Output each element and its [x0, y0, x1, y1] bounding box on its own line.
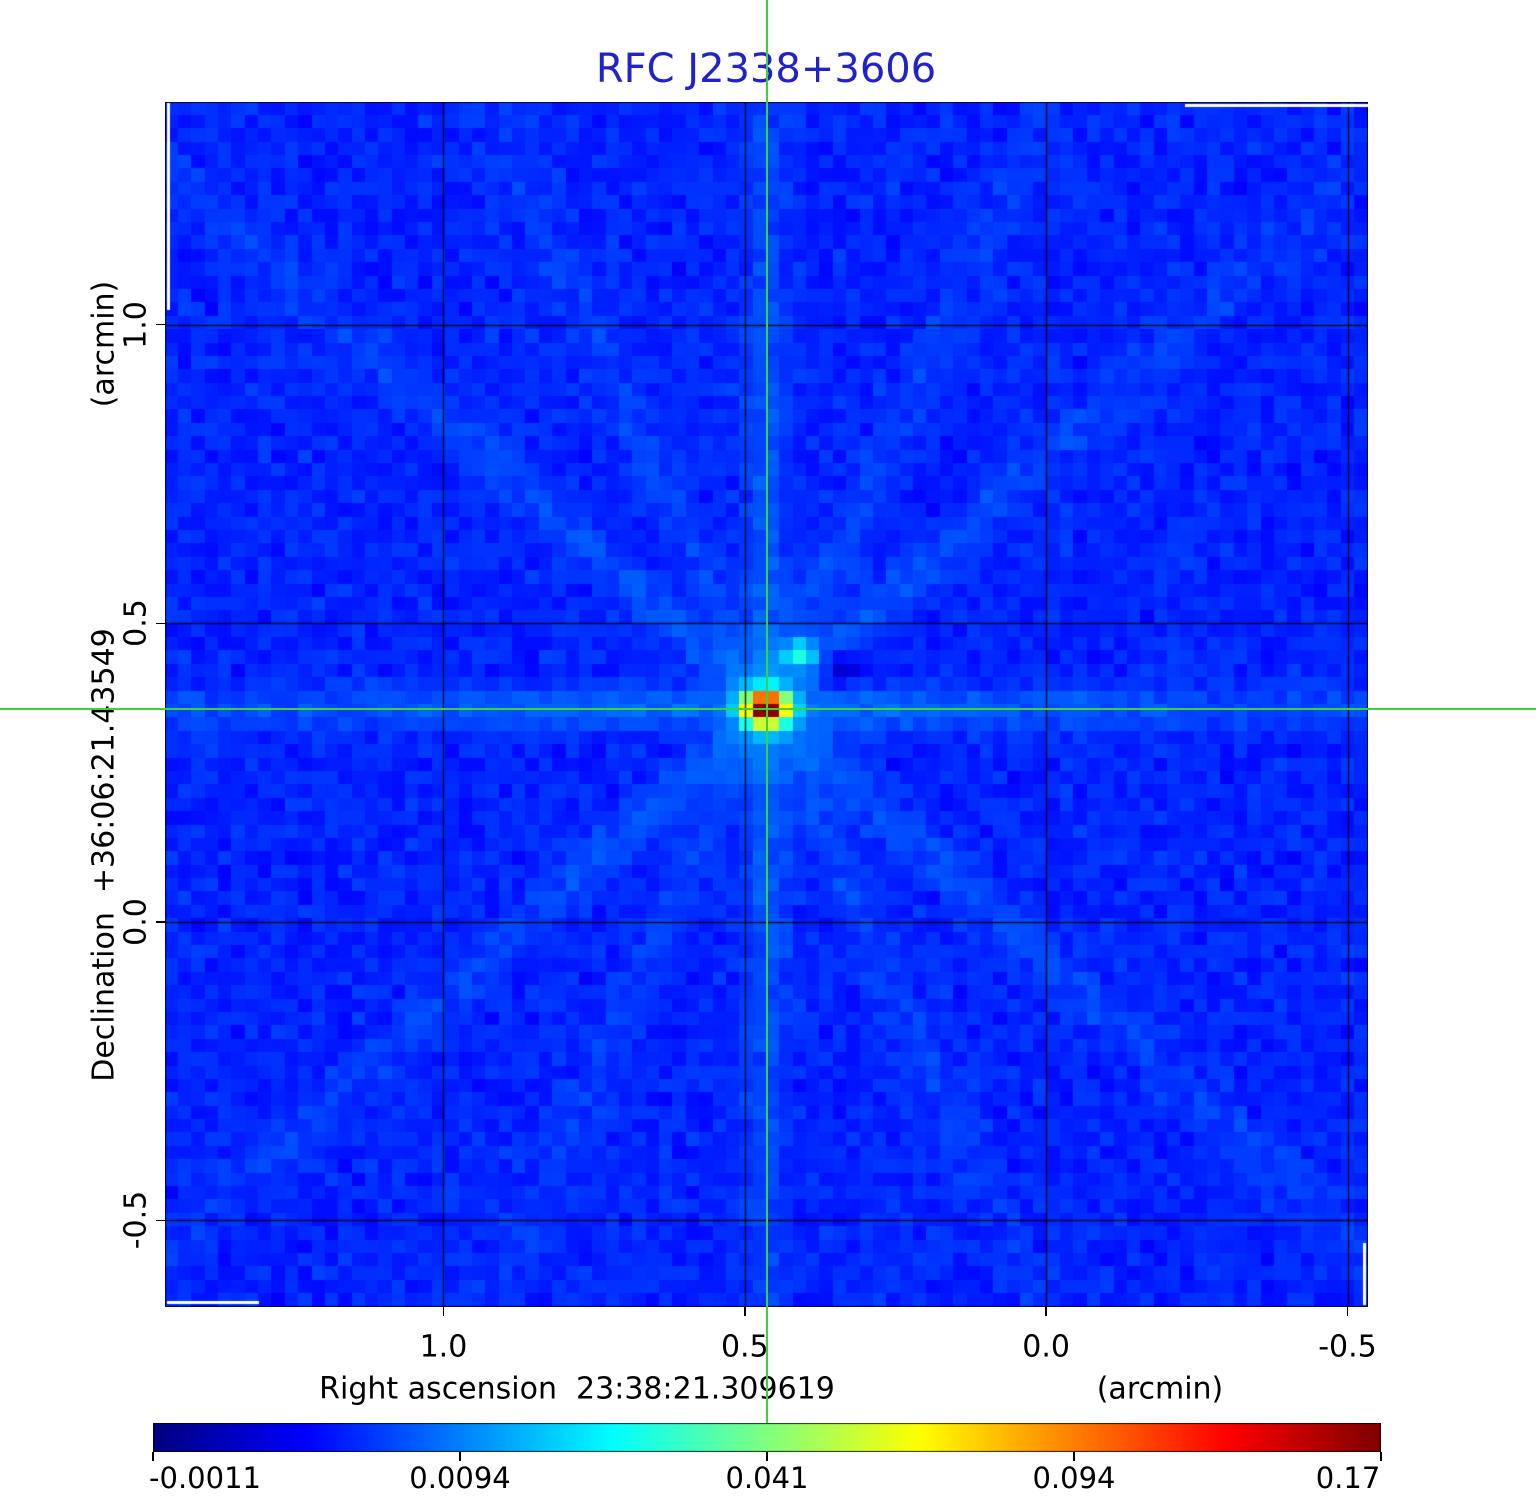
colorbar-tick-label: 0.17 — [1315, 1461, 1381, 1495]
colorbar-tick-label: 0.0094 — [409, 1461, 511, 1495]
x-tick-label: 1.0 — [419, 1329, 468, 1365]
x-tick-label: 0.0 — [1022, 1329, 1070, 1365]
y-axis-tick — [156, 323, 165, 326]
page-title: RFC J2338+3606 — [595, 46, 937, 92]
y-axis-tick — [156, 921, 165, 923]
colorbar-tick-label: 0.041 — [725, 1461, 809, 1495]
y-tick-label: -0.5 — [118, 1191, 154, 1250]
colorbar-tick-label: 0.094 — [1032, 1461, 1116, 1495]
y-axis-unit-label: (arcmin) — [86, 280, 122, 408]
y-axis-tick — [156, 622, 165, 625]
crosshair-horizontal-line — [0, 707, 1536, 710]
x-axis-label: Right ascension 23:38:21.309619 — [319, 1371, 835, 1407]
colorbar-tick-label: -0.0011 — [149, 1461, 261, 1495]
y-tick-label: 0.0 — [118, 897, 154, 946]
x-tick-label: 0.5 — [720, 1329, 769, 1365]
x-tick-label: -0.5 — [1318, 1329, 1377, 1365]
colorbar-canvas — [153, 1423, 1381, 1452]
y-axis-tick — [156, 1219, 165, 1222]
x-axis-tick — [744, 1307, 746, 1316]
colorbar-tick — [459, 1452, 461, 1461]
colorbar-tick — [766, 1452, 768, 1461]
crosshair-vertical-line — [765, 0, 768, 1423]
colorbar — [153, 1423, 1381, 1452]
y-tick-label: 1.0 — [118, 300, 154, 349]
x-axis-tick — [1045, 1307, 1047, 1316]
colorbar-tick — [152, 1452, 154, 1461]
colorbar-tick — [1380, 1452, 1382, 1461]
colorbar-tick — [1073, 1452, 1075, 1461]
y-tick-label: 0.5 — [118, 599, 154, 648]
x-axis-unit-label: (arcmin) — [1096, 1371, 1224, 1407]
x-axis-tick — [1346, 1307, 1349, 1316]
x-axis-tick — [442, 1307, 445, 1316]
y-axis-label: Declination +36:06:21.43549 — [86, 628, 122, 1082]
